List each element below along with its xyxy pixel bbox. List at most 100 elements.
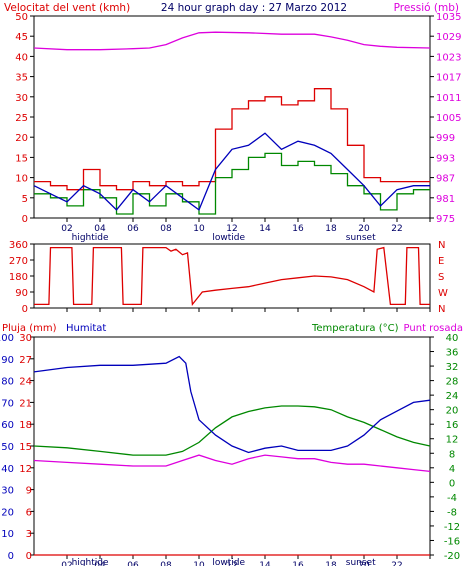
hum-ytick-label-6: 60	[1, 420, 14, 431]
compass-label-4: N	[438, 304, 445, 315]
p3-event-sunset: sunset	[346, 558, 376, 566]
temp-ytick-label-11: 24	[446, 391, 459, 402]
rain-ytick-label-1: 3	[26, 529, 32, 540]
rain-ytick-label-4: 12	[19, 464, 32, 475]
rain-ytick-label-7: 21	[19, 398, 32, 409]
rain-ytick-label-10: 30	[19, 333, 32, 344]
dewpoint-axis-title: Punt rosada	[404, 323, 463, 334]
p1-xtick-label-9: 20	[358, 224, 370, 234]
wind-speed-line	[33, 132, 430, 211]
humidity-axis-title: Humitat	[66, 323, 106, 334]
wind-gust-line	[34, 88, 430, 191]
temperature-axis-title: Temperatura (°C)	[311, 323, 399, 334]
p1-xtick-label-1: 04	[94, 224, 106, 234]
temp-ytick-label-4: -4	[447, 493, 457, 504]
hum-ytick-label-5: 50	[1, 442, 14, 453]
hum-ytick-label-8: 80	[1, 377, 14, 388]
temp-ytick-label-8: 12	[446, 435, 459, 446]
rain-ytick-label-2: 6	[26, 507, 32, 518]
pressure-ytick-label-5: 1005	[436, 113, 461, 124]
hum-ytick-label-0: 0	[8, 551, 14, 562]
pressure-ytick-label-9: 1029	[436, 32, 461, 43]
pressure-ytick-label-2: 987	[436, 174, 455, 185]
temp-ytick-label-14: 36	[446, 348, 459, 359]
wind-ytick-label-6: 30	[15, 93, 28, 104]
p1-xtick-label-3: 08	[160, 224, 172, 234]
p1-xtick-label-8: 18	[325, 224, 337, 234]
pressure-ytick-label-10: 1035	[436, 12, 461, 23]
hum-ytick-label-10: 100	[0, 333, 14, 344]
pressure-ytick-label-7: 1017	[436, 73, 461, 84]
temp-ytick-label-6: 4	[449, 464, 455, 475]
humidity-line	[33, 355, 431, 454]
p3-xtick-label-3: 08	[160, 561, 172, 566]
wind-ytick-label-0: 0	[22, 214, 28, 225]
p3-xtick-label-5: 12	[226, 561, 237, 566]
temp-ytick-label-5: 0	[449, 478, 455, 489]
wind-direction-line	[34, 246, 430, 307]
pressure-ytick-label-8: 1023	[436, 52, 461, 63]
temp-ytick-label-10: 20	[446, 406, 459, 417]
dewpoint-line	[33, 454, 431, 473]
p1-xtick-label-10: 22	[391, 224, 402, 234]
p3-xtick-label-6: 14	[259, 561, 271, 566]
p1-xtick-label-4: 10	[193, 224, 205, 234]
wind-ytick-label-10: 50	[15, 12, 28, 23]
compass-label-0: N	[438, 240, 445, 251]
pressure-ytick-label-0: 975	[436, 214, 455, 225]
dir-ytick-label-3: 270	[9, 256, 28, 267]
p3-xtick-label-2: 06	[127, 561, 139, 566]
temp-ytick-label-15: 40	[446, 333, 459, 344]
temp-ytick-label-12: 28	[446, 377, 459, 388]
temp-ytick-label-13: 32	[446, 362, 459, 373]
temp-ytick-label-7: 8	[449, 449, 455, 460]
wind-ytick-label-3: 15	[15, 153, 28, 164]
hum-ytick-label-3: 30	[1, 486, 14, 497]
p1-xtick-label-6: 14	[259, 224, 271, 234]
p3-xtick-label-1: 04	[94, 561, 106, 566]
p3-event-lowtide: lowtide	[212, 558, 245, 566]
rain-ytick-label-8: 24	[19, 377, 32, 388]
p1-event-lowtide: lowtide	[212, 233, 245, 243]
pressure-ytick-label-3: 993	[436, 153, 455, 164]
compass-label-1: E	[438, 256, 444, 267]
dir-ytick-label-2: 180	[9, 272, 28, 283]
wind-ytick-label-8: 40	[15, 52, 28, 63]
wind-ytick-label-4: 20	[15, 133, 28, 144]
pressure-line	[33, 31, 431, 51]
temp-ytick-label-1: -16	[444, 536, 460, 547]
p1-event-sunset: sunset	[346, 233, 376, 243]
p1-xtick-label-2: 06	[127, 224, 139, 234]
wind-ytick-label-9: 45	[15, 32, 28, 43]
rain-ytick-label-6: 18	[19, 420, 32, 431]
hum-ytick-label-9: 90	[1, 355, 14, 366]
p3-xtick-label-8: 18	[325, 561, 337, 566]
temp-ytick-label-3: -8	[447, 507, 457, 518]
pressure-axis-title: Pressió (mb)	[394, 2, 459, 14]
wind-ytick-label-7: 35	[15, 73, 28, 84]
hum-ytick-label-4: 40	[1, 464, 14, 475]
compass-label-3: W	[438, 288, 448, 299]
temp-ytick-label-0: -20	[444, 551, 460, 562]
p3-event-hightide: hightide	[72, 558, 109, 566]
p3-xtick-label-10: 22	[391, 561, 402, 566]
dir-ytick-label-1: 90	[15, 288, 28, 299]
hum-ytick-label-2: 20	[1, 507, 14, 518]
pressure-ytick-label-6: 1011	[436, 93, 461, 104]
hum-ytick-label-7: 70	[1, 398, 14, 409]
temperature-line	[33, 405, 431, 456]
p3-xtick-label-7: 16	[292, 561, 304, 566]
rain-ytick-label-0: 0	[26, 551, 32, 562]
dir-ytick-label-0: 0	[22, 304, 28, 315]
p1-xtick-label-0: 02	[61, 224, 72, 234]
wind-ytick-label-5: 25	[15, 113, 28, 124]
pressure-ytick-label-1: 981	[436, 194, 455, 205]
temp-ytick-label-9: 16	[446, 420, 459, 431]
hum-ytick-label-1: 10	[1, 529, 14, 540]
p3-xtick-label-4: 10	[193, 561, 205, 566]
rain-ytick-label-3: 9	[26, 486, 32, 497]
rain-ytick-label-5: 15	[19, 442, 32, 453]
temp-ytick-label-2: -12	[444, 522, 460, 533]
pressure-ytick-label-4: 999	[436, 133, 455, 144]
